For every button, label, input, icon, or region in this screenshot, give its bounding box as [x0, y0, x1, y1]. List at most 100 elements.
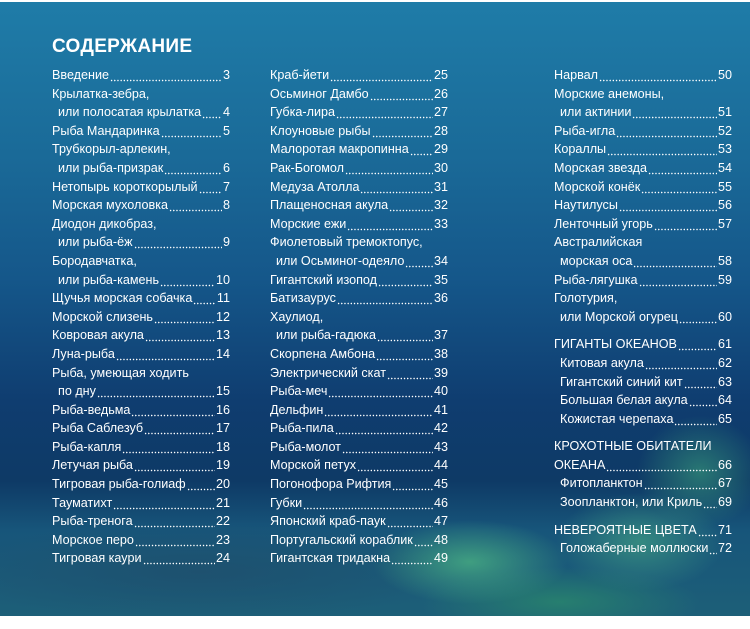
- dot-leader: [599, 66, 717, 85]
- toc-entry-line: Медуза Атолла 31: [270, 177, 448, 197]
- toc-entry-label: Погонофора Рифтия: [270, 477, 392, 492]
- toc-section-heading[interactable]: КРОХОТНЫЕ ОБИТАТЕЛИ ОКЕАНА 66: [554, 437, 732, 475]
- toc-entry[interactable]: Морской петух 44: [270, 456, 448, 476]
- toc-entry[interactable]: Наутилусы 56: [554, 196, 732, 215]
- toc-page-number: 49: [433, 551, 448, 566]
- toc-entry[interactable]: Медуза Атолла 31: [270, 177, 448, 197]
- toc-page-number: 60: [717, 309, 732, 324]
- toc-entry-label: Рыба-меч: [270, 384, 328, 399]
- toc-entry[interactable]: Рыба, умеющая ходить по дну 15: [52, 364, 230, 401]
- dot-leader: [369, 84, 433, 104]
- toc-entry[interactable]: Тигровая рыба-голиаф 20: [52, 475, 230, 494]
- toc-entry-line: Тигровая каури 24: [52, 549, 230, 569]
- toc-entry[interactable]: Скорпена Амбона 38: [270, 344, 448, 364]
- toc-entry[interactable]: Губка-лира 27: [270, 103, 448, 122]
- toc-section-heading[interactable]: НЕВЕРОЯТНЫЕ ЦВЕТА 71: [554, 520, 732, 540]
- toc-entry[interactable]: Хаулиод, или рыба-гадюка 37: [270, 308, 448, 345]
- toc-entry[interactable]: Голотурия, или Морской огурец 60: [554, 289, 732, 327]
- dot-leader: [638, 270, 717, 290]
- toc-entry-label: Тигровая каури: [52, 551, 142, 566]
- toc-entry[interactable]: Кожистая черепаха 65: [554, 409, 732, 429]
- toc-entry[interactable]: Погонофора Рифтия 45: [270, 475, 448, 494]
- toc-entry[interactable]: Зоопланктон, или Криль 69: [554, 493, 732, 512]
- toc-entry[interactable]: Китовая акула 62: [554, 353, 732, 373]
- toc-entry[interactable]: Рыба-пила 42: [270, 419, 448, 438]
- toc-entry[interactable]: Морское перо 23: [52, 530, 230, 550]
- dot-leader: [357, 456, 433, 476]
- toc-entry-label: Большая белая акула: [560, 393, 688, 408]
- toc-entry[interactable]: Морская мухоловка 8: [52, 196, 230, 215]
- toc-entry[interactable]: Португальский кораблик 48: [270, 530, 448, 550]
- toc-entry[interactable]: Ленточный угорь 57: [554, 214, 732, 234]
- toc-entry-label: Рыба Саблезуб: [52, 421, 144, 436]
- toc-entry-line: Ленточный угорь 57: [554, 214, 732, 234]
- toc-entry-line: Скорпена Амбона 38: [270, 344, 448, 364]
- toc-entry[interactable]: Введение 3: [52, 66, 230, 85]
- toc-entry[interactable]: Рыба-капля 18: [52, 437, 230, 457]
- toc-page-number: 34: [433, 253, 448, 268]
- toc-entry-line: Морская мухоловка 8: [52, 196, 230, 215]
- toc-page-number: 33: [433, 216, 448, 231]
- dot-leader: [618, 196, 717, 215]
- toc-entry[interactable]: Губки 46: [270, 493, 448, 513]
- toc-entry-line: Клоуновые рыбы 28: [270, 121, 448, 141]
- toc-entry[interactable]: Клоуновые рыбы 28: [270, 121, 448, 141]
- toc-entry[interactable]: Морской слизень 12: [52, 307, 230, 327]
- toc-entry-line: Кожистая черепаха 65: [554, 409, 732, 429]
- toc-entry-label: Фиолетовый тремоктопус,: [270, 235, 423, 250]
- toc-entry[interactable]: Рыба-лягушка 59: [554, 270, 732, 290]
- toc-entry[interactable]: Гигантский изопод 35: [270, 270, 448, 290]
- toc-entry[interactable]: Осьминог Дамбо 26: [270, 84, 448, 104]
- toc-entry[interactable]: Крылатка-зебра, или полосатая крылатка 4: [52, 85, 230, 122]
- toc-entry-label: Ленточный угорь: [554, 216, 653, 231]
- toc-entry[interactable]: Австралийская морская оса 58: [554, 233, 732, 271]
- toc-entry[interactable]: Морской конёк 55: [554, 177, 732, 197]
- toc-page-number: 71: [717, 522, 732, 537]
- toc-entry[interactable]: Рыба-игла 52: [554, 121, 732, 141]
- toc-entry[interactable]: Рак-Богомол 30: [270, 158, 448, 178]
- toc-entry[interactable]: Гигантский синий кит 63: [554, 372, 732, 392]
- toc-entry[interactable]: Тигровая каури 24: [52, 549, 230, 569]
- toc-entry[interactable]: Нарвал 50: [554, 66, 732, 85]
- toc-entry[interactable]: Рыба-меч 40: [270, 382, 448, 401]
- toc-entry[interactable]: Трубкорыл-арлекин, или рыба-призрак 6: [52, 140, 230, 178]
- toc-entry-line: КРОХОТНЫЕ ОБИТАТЕЛИ: [554, 437, 732, 456]
- toc-entry[interactable]: Большая белая акула 64: [554, 391, 732, 410]
- toc-entry-line: Дельфин 41: [270, 400, 448, 420]
- toc-entry[interactable]: Ковровая акула 13: [52, 326, 230, 345]
- toc-entry[interactable]: Тауматихт 21: [52, 493, 230, 513]
- toc-entry[interactable]: Японский краб-паук 47: [270, 512, 448, 531]
- toc-entry[interactable]: Батизаурус 36: [270, 289, 448, 308]
- toc-section-heading[interactable]: ГИГАНТЫ ОКЕАНОВ 61: [554, 335, 732, 354]
- toc-entry[interactable]: Нетопырь короткорылый 7: [52, 177, 230, 197]
- toc-entry[interactable]: Летучая рыба 19: [52, 456, 230, 476]
- toc-entry[interactable]: Рыба Мандаринка 5: [52, 121, 230, 141]
- toc-entry[interactable]: Рыба Саблезуб 17: [52, 419, 230, 438]
- toc-entry-line: Рак-Богомол 30: [270, 158, 448, 178]
- toc-entry[interactable]: Краб-йети 25: [270, 66, 448, 85]
- toc-entry[interactable]: Голожаберные моллюски 72: [554, 539, 732, 558]
- toc-entry-line: Малоротая макропинна 29: [270, 140, 448, 159]
- toc-entry[interactable]: Рыба-тренога 22: [52, 512, 230, 531]
- toc-entry[interactable]: Щучья морская собачка 11: [52, 289, 230, 308]
- toc-entry[interactable]: Рыба-молот 43: [270, 437, 448, 457]
- toc-entry[interactable]: Малоротая макропинна 29: [270, 140, 448, 159]
- toc-entry[interactable]: Плащеносная акула 32: [270, 196, 448, 215]
- toc-entry[interactable]: Диодон дикобраз, или рыба-ёж 9: [52, 215, 230, 252]
- toc-entry[interactable]: Кораллы 53: [554, 140, 732, 159]
- toc-entry[interactable]: Рыба-ведьма 16: [52, 400, 230, 420]
- toc-entry[interactable]: Дельфин 41: [270, 400, 448, 420]
- toc-entry[interactable]: Электрический скат 39: [270, 363, 448, 383]
- toc-entry[interactable]: Морская звезда 54: [554, 158, 732, 178]
- toc-entry[interactable]: Луна-рыба 14: [52, 344, 230, 364]
- toc-entry[interactable]: Фитопланктон 67: [554, 474, 732, 494]
- toc-entry[interactable]: Бородавчатка, или рыба-камень 10: [52, 252, 230, 290]
- toc-entry[interactable]: Фиолетовый тремоктопус, или Осьминог-одея…: [270, 233, 448, 271]
- toc-entry-line: Морской слизень 12: [52, 307, 230, 327]
- toc-entry[interactable]: Гигантская тридакна 49: [270, 549, 448, 569]
- toc-page-number: 6: [222, 160, 230, 175]
- toc-entry[interactable]: Морские анемоны, или актинии 51: [554, 85, 732, 122]
- section-gap: [554, 428, 732, 437]
- toc-entry-label: Рыба-молот: [270, 439, 341, 454]
- toc-entry[interactable]: Морские ежи 33: [270, 214, 448, 234]
